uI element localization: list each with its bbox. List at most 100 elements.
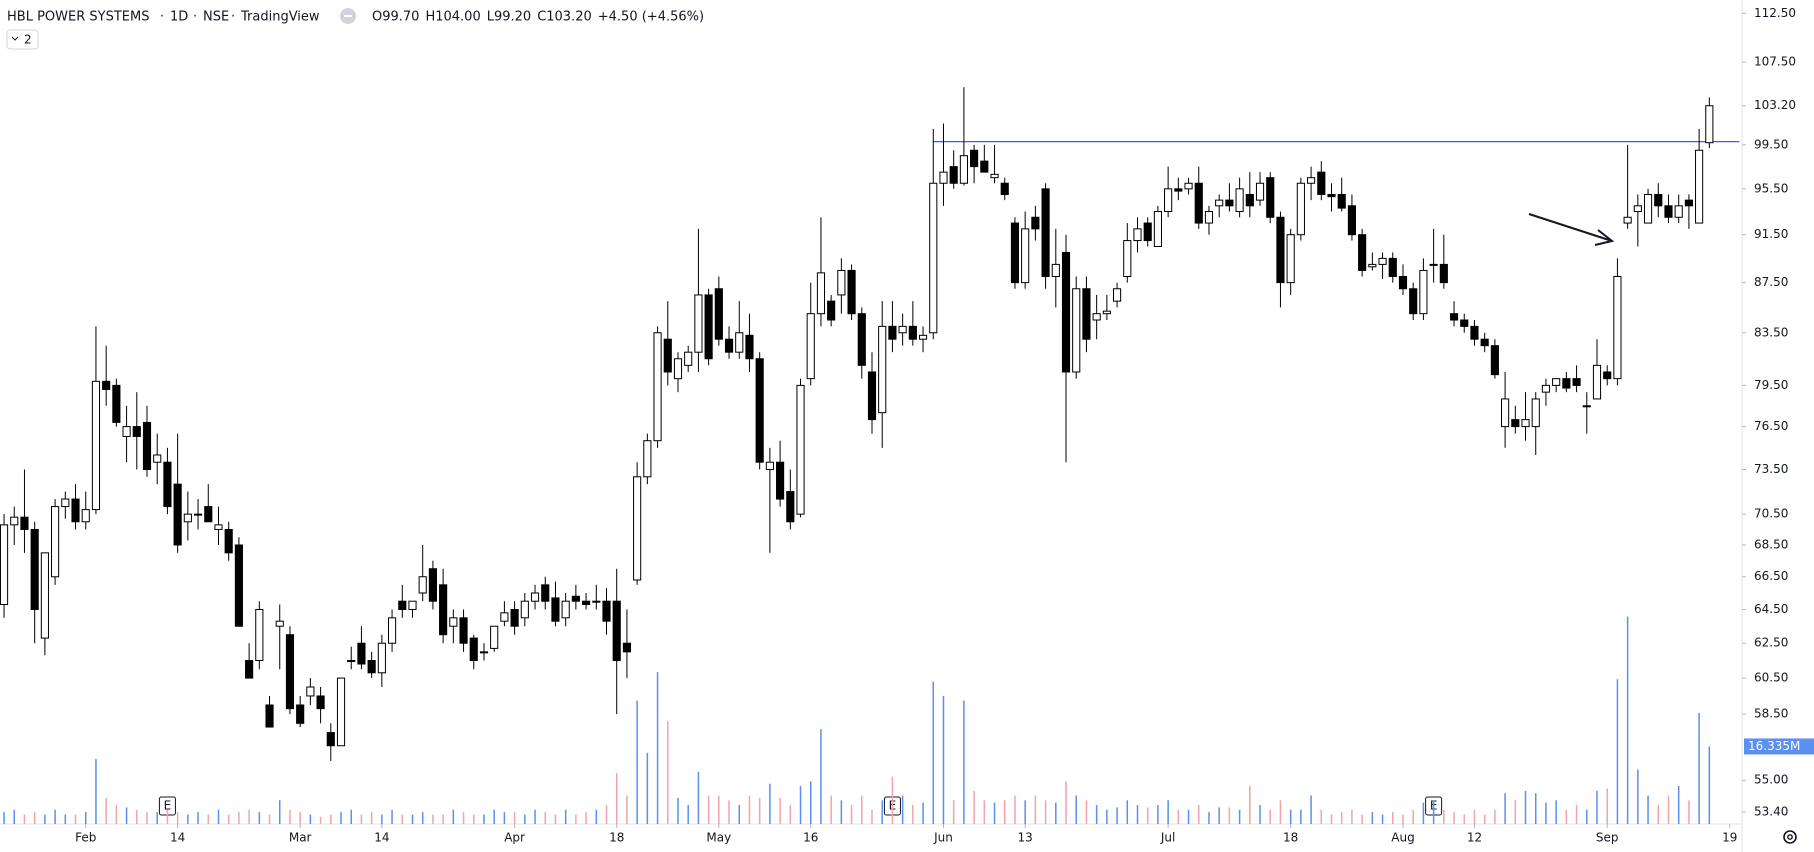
indicator-toggle[interactable] [6, 29, 39, 50]
volume-bar [1422, 802, 1425, 824]
candle-body [122, 426, 131, 437]
volume-bar [360, 814, 363, 824]
volume-bar [1657, 805, 1660, 824]
candle-body [1490, 345, 1499, 376]
volume-bar [534, 809, 536, 824]
candle-body [1051, 263, 1060, 278]
candle-body [296, 704, 305, 724]
candle-body [1541, 384, 1551, 393]
candle-body [663, 338, 672, 373]
volume-bar [922, 802, 924, 824]
volume-bar [687, 805, 689, 824]
volume-bar [820, 729, 822, 824]
candle-body [1204, 211, 1214, 224]
ohlc-value: O99.70 [372, 10, 419, 25]
gear-hub [1787, 834, 1793, 840]
candle-body [551, 597, 560, 622]
y-tick-label: 79.50 [1754, 378, 1788, 392]
candle-body [91, 380, 101, 511]
volume-bar [1626, 616, 1629, 824]
volume-bar [626, 795, 628, 824]
candle-body [40, 552, 49, 639]
volume-bar [309, 814, 312, 824]
candle-body [398, 600, 407, 610]
candle-body [1061, 251, 1071, 373]
candle-body [1695, 149, 1704, 224]
volume-bar [258, 812, 261, 824]
volume-bar [1228, 807, 1231, 824]
candle-body [316, 695, 325, 710]
y-tick-label: 55.00 [1754, 773, 1788, 787]
volume-bar [483, 814, 485, 824]
gear [1783, 830, 1797, 844]
volume-bar [391, 809, 393, 824]
candle-body [1592, 364, 1602, 400]
volume-bar [1351, 809, 1353, 824]
volume-bar [1126, 800, 1129, 824]
volume-bar [524, 814, 526, 824]
candle-body [1276, 216, 1285, 284]
candle-body [582, 600, 591, 606]
volume-bar [1392, 812, 1394, 824]
volume-bar [738, 805, 741, 824]
candle-body [510, 608, 519, 627]
volume-bar [1483, 814, 1486, 824]
candle-body [1072, 288, 1081, 373]
candle-body [1531, 398, 1540, 428]
x-tick-label: Feb [75, 831, 96, 845]
volume-bar [319, 816, 322, 824]
volume-bar [1381, 814, 1384, 824]
candle-body [0, 524, 9, 606]
volume-bar [779, 797, 781, 824]
y-tick-label: 53.40 [1754, 804, 1788, 818]
volume-bar [1157, 805, 1159, 824]
candle-body [326, 732, 335, 747]
candle-body [1153, 211, 1162, 247]
candle-body [1082, 288, 1091, 340]
candle-body [61, 498, 70, 508]
x-tick-label: 14 [374, 831, 389, 845]
candle-body [1358, 234, 1367, 271]
volume-bar [1677, 786, 1680, 824]
candle-body [1674, 205, 1683, 218]
volume-bar [462, 812, 465, 824]
candle-body [193, 513, 203, 516]
volume-bar [54, 809, 56, 824]
volume-bar [452, 809, 455, 824]
volume-bar [421, 812, 424, 824]
volume-bar [1279, 800, 1282, 824]
candle-body [10, 516, 19, 526]
candle-body [1337, 193, 1346, 209]
separator: · [193, 10, 197, 25]
y-tick-label: 76.50 [1754, 419, 1788, 433]
candle-body [1572, 378, 1581, 386]
x-tick-label: 16 [803, 831, 818, 845]
volume-bar [912, 805, 914, 824]
candle-body [673, 358, 683, 380]
volume-bar [125, 807, 128, 824]
volume-bar [677, 797, 679, 824]
y-tick-label: 62.50 [1754, 636, 1788, 650]
candle-body [1235, 188, 1244, 213]
volume-bar [1565, 809, 1568, 824]
y-tick-label: 107.50 [1754, 54, 1796, 68]
volume-bar [1647, 795, 1649, 824]
volume-bar [95, 758, 97, 824]
candle-body [714, 288, 723, 340]
volume-bar [411, 814, 414, 824]
separator: · [160, 10, 164, 25]
x-tick-label: Aug [1391, 831, 1414, 845]
candle-body [81, 509, 90, 523]
y-tick-label: 83.50 [1754, 325, 1788, 339]
candle-body [214, 524, 223, 530]
interval: 1D [170, 10, 188, 25]
settings-icon[interactable] [1783, 830, 1797, 844]
volume-bar [1708, 746, 1711, 824]
toggle-icon-bar [344, 15, 352, 17]
candle-body [275, 620, 284, 627]
volume-bar [442, 814, 444, 824]
volume-bar [1534, 793, 1537, 824]
candle-body [224, 528, 233, 554]
volume-bar [973, 790, 975, 824]
volume-bar [115, 805, 118, 824]
